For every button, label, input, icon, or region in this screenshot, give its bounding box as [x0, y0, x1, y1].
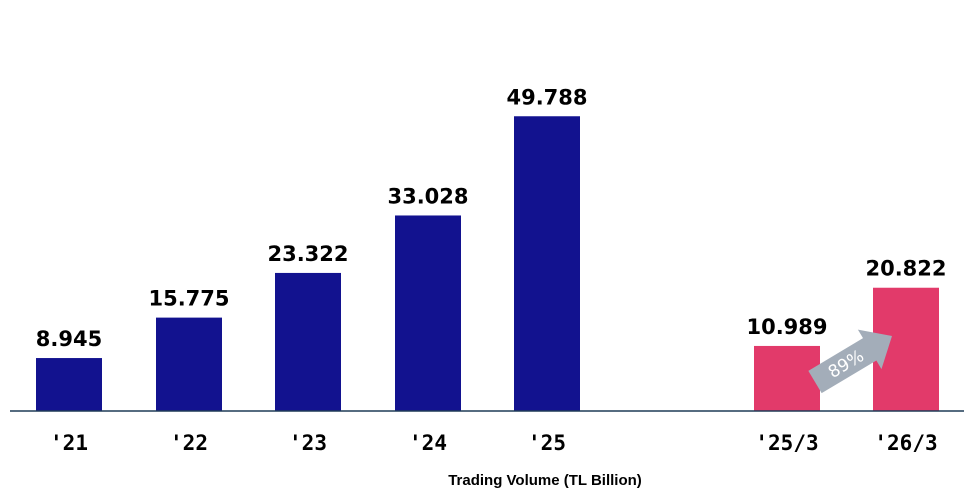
value-label-25-3: 10.989 [746, 315, 827, 339]
x-tick-25-3: '25/3 [755, 431, 818, 455]
bar-25-3 [754, 345, 820, 411]
value-label-25: 49.788 [506, 85, 587, 109]
x-tick-21: '21 [50, 431, 88, 455]
x-tick-22: '22 [170, 431, 208, 455]
value-label-23: 23.322 [267, 242, 348, 266]
bar-23 [275, 272, 341, 411]
value-labels: 8.945 15.775 23.322 33.028 49.788 10.989 20.82… [36, 85, 947, 351]
bar-21 [36, 358, 102, 411]
bar-24 [395, 215, 461, 411]
value-label-22: 15.775 [148, 287, 229, 311]
bars-layer [36, 116, 939, 412]
bar-25 [514, 116, 580, 412]
x-tick-23: '23 [289, 431, 327, 455]
growth-arrow-body [808, 329, 893, 394]
x-tick-24: '24 [409, 431, 447, 455]
value-label-26-3: 20.822 [865, 257, 946, 281]
value-label-24: 33.028 [387, 184, 468, 208]
x-tick-labels: '21 '22 '23 '24 '25 '25/3 '26/3 [50, 431, 938, 455]
x-axis-title: Trading Volume (TL Billion) [448, 472, 642, 489]
value-label-21: 8.945 [36, 327, 102, 351]
bar-22 [156, 317, 222, 411]
x-tick-26-3: '26/3 [874, 431, 937, 455]
x-tick-25: '25 [528, 431, 566, 455]
